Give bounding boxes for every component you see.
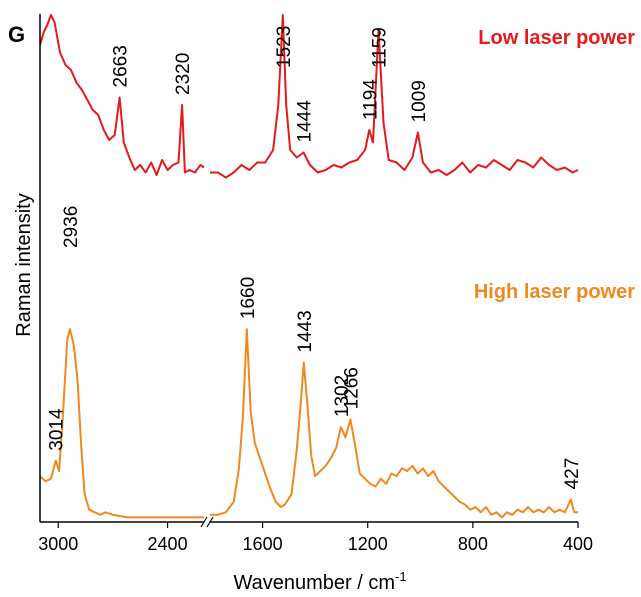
peak-label-1302: 1302 <box>332 375 353 417</box>
annotation-layer: Low laser power High laser power 2663 2320 1… <box>47 26 636 490</box>
x-tick-label-2400: 2400 <box>148 534 188 554</box>
series-label-low-laser-power: Low laser power <box>478 27 635 49</box>
series-line-low-segment-1 <box>39 14 205 176</box>
peak-label-1194: 1194 <box>360 79 381 120</box>
axis-break-mark-1 <box>200 516 208 528</box>
peak-label-1266: 1266 <box>341 367 362 409</box>
peak-label-2936: 2936 <box>61 206 82 248</box>
x-tick-label-400: 400 <box>563 534 593 554</box>
x-axis-label-unit-superscript: -1 <box>395 569 407 584</box>
x-axis-label: Wavenumber / cm-1 <box>233 569 406 594</box>
peak-label-2320: 2320 <box>173 53 194 95</box>
peak-label-1443: 1443 <box>295 310 316 352</box>
peak-label-1660: 1660 <box>238 277 259 319</box>
series-line-high-segment-1 <box>39 328 204 519</box>
x-axis: 3000 2400 1600 1200 800 400 <box>38 14 593 554</box>
peak-label-1523: 1523 <box>274 26 295 68</box>
y-axis-label: Raman intensity <box>13 193 35 336</box>
x-axis-label-text: Wavenumber / cm <box>233 572 395 594</box>
series-line-high-segment-2 <box>210 328 578 519</box>
axis-break-mark-2 <box>206 516 214 528</box>
peak-label-1444: 1444 <box>295 100 316 143</box>
peak-label-1159: 1159 <box>370 27 391 68</box>
peak-label-3014: 3014 <box>47 408 68 451</box>
x-tick-label-1200: 1200 <box>348 534 388 554</box>
series-layer <box>39 14 579 519</box>
x-tick-label-800: 800 <box>458 534 488 554</box>
panel-label: G <box>8 22 25 47</box>
peak-label-2663: 2663 <box>111 45 132 87</box>
peak-label-427: 427 <box>562 458 583 490</box>
x-tick-label-1600: 1600 <box>243 534 283 554</box>
peak-label-1009: 1009 <box>409 80 430 122</box>
series-label-high-laser-power: High laser power <box>474 281 635 303</box>
x-tick-label-3000: 3000 <box>38 534 78 554</box>
series-line-low-segment-2 <box>210 14 579 179</box>
